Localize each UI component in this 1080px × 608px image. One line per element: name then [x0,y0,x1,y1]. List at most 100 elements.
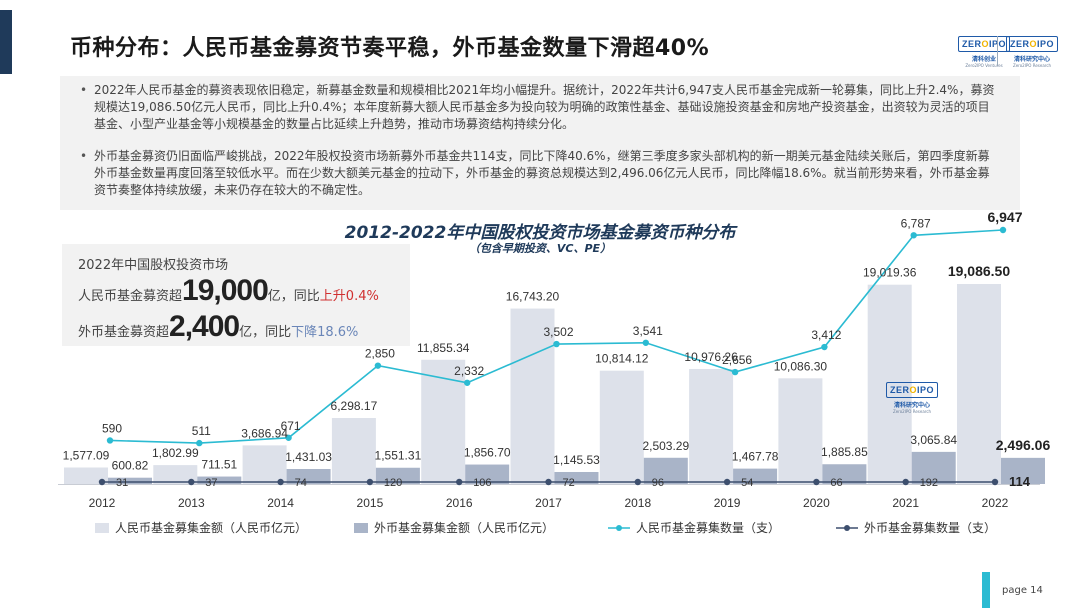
rmb-amount-bar-2014 [242,445,287,484]
rmb-amount-bar-2022 [957,284,1001,484]
rmb-count-label-2014: 671 [281,419,301,433]
rmb-count-label-2022: 6,947 [987,209,1022,225]
x-tick-2013: 2013 [178,496,205,510]
fx-count-label-2014: 74 [295,477,307,489]
fx-amount-bar-2019 [733,468,778,484]
legend-swatch-2 [354,523,368,533]
rmb-count-label-2015: 2,850 [365,347,395,361]
rmb-count-label-2012: 590 [102,421,122,435]
fx-count-point-2016 [456,478,463,486]
rmb-count-label-2013: 511 [192,424,211,438]
rmb-count-label-2021: 6,787 [901,216,931,230]
rmb-amount-label-2012: 1,577.09 [63,448,110,462]
fx-amount-bar-2014 [286,469,331,484]
rmb-count-label-2016: 2,332 [454,364,484,378]
accent-bar [0,10,12,74]
fx-amount-bar-2018 [643,457,688,484]
fx-amount-label-2014: 1,431.03 [285,450,332,464]
rmb-amount-bar-2013 [153,465,198,484]
fx-amount-label-2016: 1,856.70 [464,446,511,460]
fx-count-label-2021: 192 [920,477,938,489]
fx-amount-bar-2012 [108,477,152,484]
rmb-amount-label-2013: 1,802.99 [152,446,199,460]
legend-swatch-1 [95,523,109,533]
x-tick-2016: 2016 [446,496,473,510]
x-tick-2018: 2018 [624,496,651,510]
rmb-count-point-2022 [999,226,1007,234]
highlight-box: 2022年中国股权投资市场 人民币基金募资超19,000亿，同比上升0.4% 外… [62,244,410,346]
rmb-amount-bar-2018 [599,370,644,484]
fx-count-point-2019 [723,478,731,486]
chart-title: 2012-2022年中国股权投资市场基金募资币种分布 [344,223,736,243]
rmb-count-point-2014 [285,434,292,441]
legend-marker-3 [616,525,622,531]
rmb-count-label-2018: 3,541 [633,324,663,338]
fx-amount-label-2017: 1,145.53 [553,453,600,467]
fx-count-label-2022: 114 [1009,474,1031,489]
fx-amount-label-2018: 2,503.29 [642,439,689,453]
legend-label-4: 外币基金募集数量（支） [864,520,996,535]
rmb-amount-label-2017: 16,743.20 [506,290,560,304]
page-title: 币种分布：人民币基金募资节奏平稳，外币基金数量下滑超40% [70,36,710,61]
fx-amount-bar-2016 [465,464,510,484]
rmb-amount-bar-2020 [778,378,823,484]
rmb-count-point-2021 [910,232,917,239]
fx-amount-label-2022: 2,496.06 [996,437,1051,453]
legend-label-1: 人民币基金募集金额（人民币亿元） [115,520,307,535]
rmb-count-point-2019 [731,368,739,376]
rmb-count-point-2016 [464,379,471,386]
x-tick-2019: 2019 [714,496,741,510]
fx-count-point-2013 [188,478,195,486]
rmb-amount-label-2019: 10,976.26 [684,350,738,364]
highlight-rmb: 人民币基金募资超19,000亿，同比上升0.4% [78,274,379,307]
paragraph-fx: 外币基金募资仍旧面临严峻挑战，2022年股权投资市场新募外币基金共114支，同比… [80,148,1000,199]
rmb-count-point-2013 [196,439,203,447]
x-tick-2021: 2021 [892,496,919,510]
fx-amount-label-2015: 1,551.31 [375,449,422,463]
zero2ipo-research-logo: ZER O IPO 清科研究中心 Zero2IPO Research [1006,36,1059,68]
fx-amount-label-2012: 600.82 [112,459,149,473]
fx-amount-bar-2015 [375,467,420,484]
rmb-count-label-2020: 3,412 [811,328,841,342]
fx-count-point-2022 [991,478,999,486]
fx-count-label-2019: 54 [741,477,753,489]
x-tick-2017: 2017 [535,496,562,510]
x-tick-2022: 2022 [982,496,1009,510]
x-tick-2015: 2015 [357,496,384,510]
x-tick-2014: 2014 [267,496,294,510]
rmb-amount-label-2015: 6,298.17 [331,399,378,413]
rmb-amount-bar-2021 [867,284,912,484]
summary-text-box: 2022年人民币基金的募资表现依旧稳定，新募基金数量和规模相比2021年均小幅提… [60,76,1020,210]
legend-label-2: 外币基金募集金额（人民币亿元） [374,520,554,535]
rmb-amount-label-2016: 11,855.34 [417,341,470,355]
fx-count-point-2015 [366,478,374,486]
x-tick-2020: 2020 [803,496,830,510]
rmb-amount-label-2014: 3,686.94 [241,426,288,440]
logo-divider [997,36,998,66]
rmb-count-point-2020 [821,343,828,351]
legend-marker-4 [844,525,850,531]
fx-count-point-2018 [634,478,641,486]
fx-amount-bar-2013 [197,476,242,484]
fx-count-label-2017: 72 [563,477,575,489]
rmb-amount-bar-2015 [331,418,376,484]
rmb-count-label-2019: 2,656 [722,353,752,367]
rmb-amount-bar-2012 [64,467,108,484]
fx-count-point-2012 [98,478,106,486]
rmb-count-point-2018 [642,339,649,346]
rmb-count-point-2017 [553,340,560,348]
fx-count-point-2017 [545,478,552,486]
legend-label-3: 人民币基金募集数量（支） [636,520,780,535]
fx-count-point-2021 [902,478,909,486]
rmb-amount-label-2021: 19,019.36 [863,266,917,280]
rmb-amount-label-2022: 19,086.50 [948,263,1010,279]
x-tick-2012: 2012 [89,496,116,510]
rmb-count-label-2017: 3,502 [543,325,573,339]
fx-count-label-2016: 106 [473,477,491,489]
fx-amount-bar-2020 [822,464,867,484]
rmb-amount-bar-2017 [510,308,555,484]
fx-amount-label-2021: 3,065.84 [910,433,957,447]
highlight-heading: 2022年中国股权投资市场 [78,258,229,273]
fx-amount-label-2020: 1,885.85 [821,445,868,459]
